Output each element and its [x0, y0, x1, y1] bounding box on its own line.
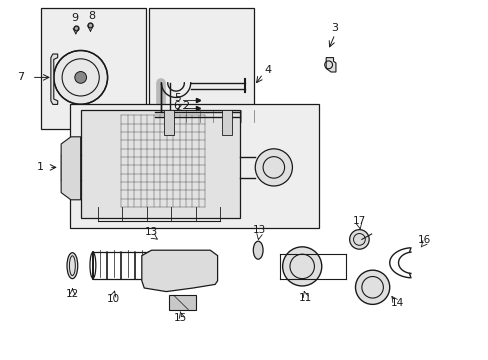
Ellipse shape	[155, 253, 165, 275]
Polygon shape	[325, 58, 335, 72]
Bar	[70, 104, 319, 228]
Text: 1: 1	[37, 162, 44, 172]
Text: 3: 3	[331, 23, 338, 33]
Text: 5: 5	[173, 93, 180, 103]
Circle shape	[75, 72, 86, 83]
Text: 4: 4	[264, 65, 271, 75]
Text: 8: 8	[88, 11, 95, 21]
Polygon shape	[61, 137, 81, 200]
Bar	[149, 8, 254, 129]
Text: 9: 9	[71, 13, 78, 23]
Text: 6: 6	[173, 101, 180, 111]
Text: 13: 13	[252, 225, 265, 235]
Ellipse shape	[253, 241, 263, 259]
Circle shape	[349, 230, 368, 249]
Bar	[163, 110, 173, 135]
Text: 13: 13	[144, 227, 158, 237]
Polygon shape	[142, 250, 217, 292]
Text: 7: 7	[17, 72, 24, 82]
Bar	[41, 8, 145, 129]
Text: 15: 15	[174, 313, 187, 323]
Bar	[168, 295, 195, 310]
Text: 12: 12	[65, 289, 79, 300]
Bar	[81, 110, 239, 218]
Text: 2: 2	[182, 101, 189, 111]
Text: 14: 14	[389, 298, 403, 308]
Circle shape	[54, 50, 107, 104]
Circle shape	[282, 247, 321, 286]
Bar	[279, 254, 323, 279]
Text: 11: 11	[298, 293, 312, 303]
Circle shape	[255, 149, 292, 186]
Ellipse shape	[67, 253, 78, 279]
Text: 16: 16	[417, 235, 430, 246]
Circle shape	[355, 270, 389, 305]
Polygon shape	[51, 54, 58, 104]
Bar	[222, 110, 232, 135]
Text: 10: 10	[107, 294, 120, 304]
Text: 17: 17	[352, 216, 366, 226]
